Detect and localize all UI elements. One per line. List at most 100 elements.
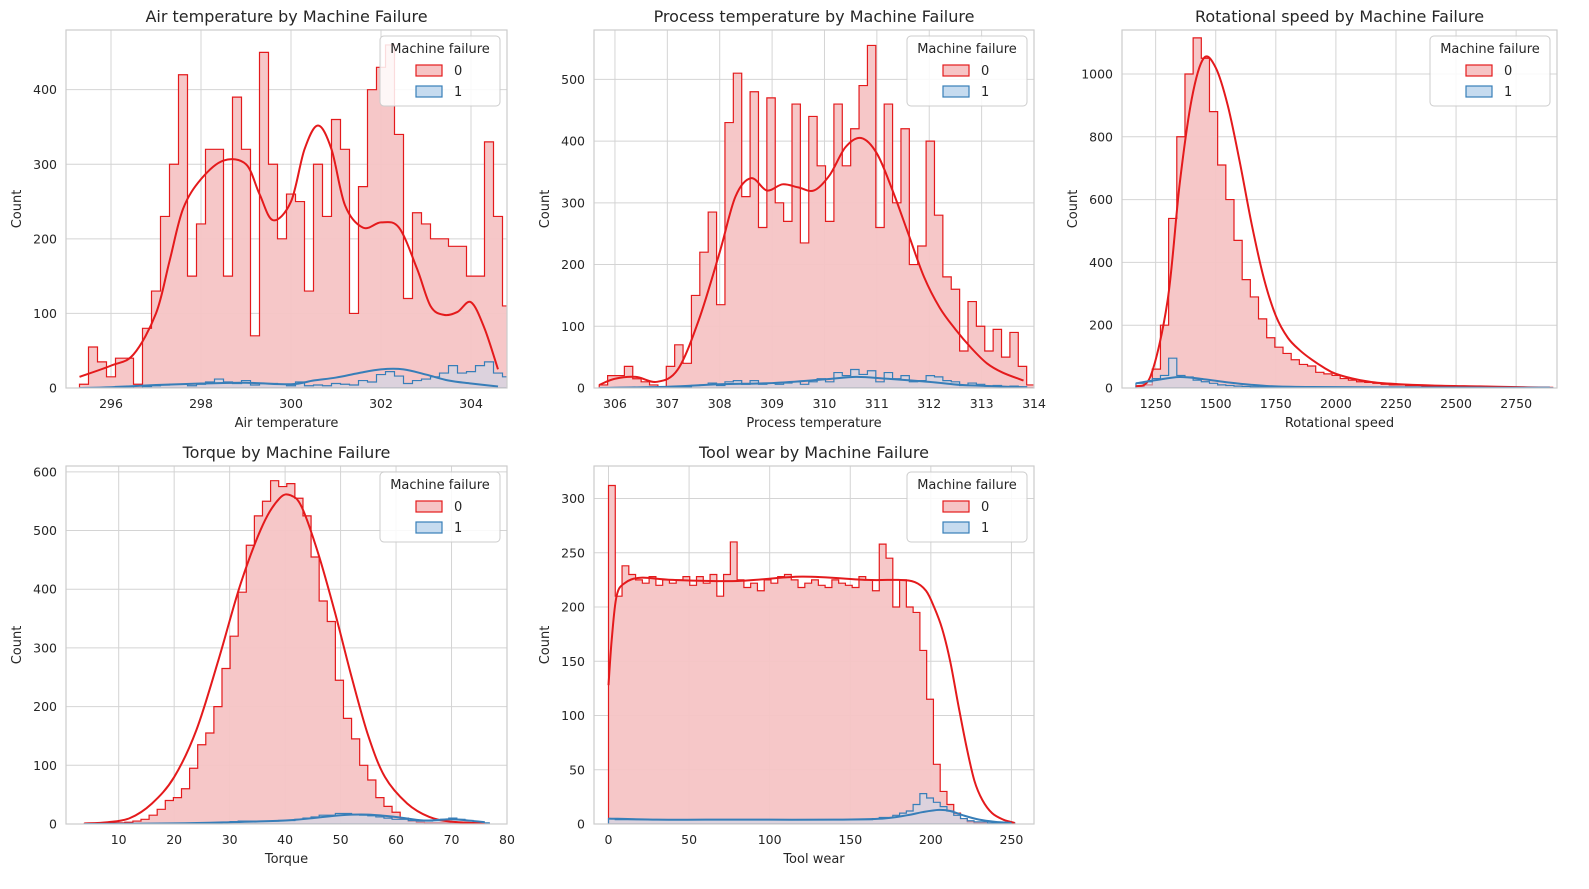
legend-label-class-0: 0 <box>454 500 462 515</box>
plot-area <box>607 484 1016 824</box>
legend-title: Machine failure <box>917 42 1017 57</box>
kde-curve-class-0 <box>79 124 499 378</box>
y-tick-label: 600 <box>1089 192 1113 207</box>
subplot-5: 0 50 100 150 200 250 0 50 100 150 200 250 300 Tool we… <box>538 443 1035 867</box>
x-tick-label: 2250 <box>1380 396 1412 411</box>
histogram-fill-class-0 <box>608 485 1015 824</box>
legend: Machine failure 0 1 <box>906 471 1028 543</box>
histogram-fill-class-0 <box>79 44 507 388</box>
legend-label-class-1: 1 <box>981 85 989 100</box>
legend-label-class-1: 1 <box>454 85 462 100</box>
y-tick-label: 300 <box>33 640 57 655</box>
legend-swatch-class-1 <box>942 85 970 98</box>
y-tick-label: 0 <box>1105 381 1113 396</box>
x-axis-label: Air temperature <box>235 416 339 431</box>
x-axis-label: Rotational speed <box>1285 416 1394 431</box>
y-tick-label: 200 <box>561 600 585 615</box>
x-tick-label: 310 <box>813 396 837 411</box>
y-tick-label: 100 <box>33 758 57 773</box>
x-tick-label: 50 <box>333 832 349 847</box>
y-tick-label: 300 <box>561 195 585 210</box>
x-tick-label: 302 <box>369 396 393 411</box>
x-axis-label: Tool wear <box>782 852 845 867</box>
x-tick-label: 20 <box>166 832 182 847</box>
y-tick-label: 150 <box>561 654 585 669</box>
axes-frame <box>593 29 1035 389</box>
y-tick-label: 300 <box>561 491 585 506</box>
x-tick-label: 1250 <box>1140 396 1172 411</box>
x-tick-label: 1750 <box>1260 396 1292 411</box>
x-tick-label: 80 <box>499 832 515 847</box>
histogram-fill-class-1 <box>1135 358 1553 388</box>
legend-label-class-1: 1 <box>1504 85 1512 100</box>
kde-curve-class-1 <box>599 375 1024 388</box>
legend-swatch-class-1 <box>1465 85 1493 98</box>
y-tick-label: 0 <box>577 817 585 832</box>
legend-swatch-class-1 <box>415 85 443 98</box>
y-axis-label: Count <box>538 626 553 665</box>
legend: Machine failure 0 1 <box>379 471 501 543</box>
x-tick-label: 250 <box>1000 832 1024 847</box>
kde-curve-class-0 <box>84 493 485 824</box>
x-tick-label: 50 <box>681 832 697 847</box>
legend-label-class-1: 1 <box>981 521 989 536</box>
x-tick-label: 1500 <box>1200 396 1232 411</box>
y-tick-label: 100 <box>33 306 57 321</box>
x-tick-label: 2500 <box>1440 396 1472 411</box>
y-tick-label: 200 <box>33 699 57 714</box>
x-tick-label: 70 <box>444 832 460 847</box>
legend: Machine failure 0 1 <box>906 35 1028 107</box>
x-tick-label: 304 <box>459 396 483 411</box>
subplot-3: 1250 1500 1750 2000 2250 2500 2750 0 200 400 600 80… <box>1066 7 1558 431</box>
x-tick-label: 200 <box>919 832 943 847</box>
histogram-fill-class-0 <box>599 45 1034 388</box>
x-tick-label: 30 <box>222 832 238 847</box>
x-tick-label: 0 <box>605 832 613 847</box>
x-axis-label: Torque <box>264 852 308 867</box>
axes-frame <box>65 29 508 389</box>
chart-title: Rotational speed by Machine Failure <box>1195 7 1484 26</box>
kde-curve-class-1 <box>84 813 485 824</box>
axes-frame <box>1121 29 1558 389</box>
histogram-fill-class-1 <box>79 361 507 388</box>
legend-swatch-class-0 <box>415 64 443 77</box>
y-tick-label: 250 <box>561 545 585 560</box>
chart-title: Torque by Machine Failure <box>182 443 391 462</box>
subplot-1: 296 298 300 302 304 0 100 200 300 400 Air temperat… <box>10 7 508 431</box>
x-tick-label: 312 <box>917 396 941 411</box>
y-tick-label: 400 <box>561 134 585 149</box>
x-tick-label: 298 <box>189 396 213 411</box>
legend-title: Machine failure <box>1440 42 1540 57</box>
plot-area <box>598 44 1034 388</box>
y-tick-label: 400 <box>33 82 57 97</box>
x-tick-label: 40 <box>277 832 293 847</box>
subplot-4: 10 20 30 40 50 60 70 800100200300400500600Torqu… <box>10 443 515 867</box>
histogram-fill-class-1 <box>599 369 1034 388</box>
histogram-fill-class-1 <box>608 793 1015 824</box>
axes-frame <box>65 465 508 825</box>
histogram-fill-class-0 <box>1135 37 1553 388</box>
y-tick-label: 0 <box>49 381 57 396</box>
legend-swatch-class-0 <box>415 500 443 513</box>
legend-label-class-0: 0 <box>454 64 462 79</box>
plot-area <box>78 44 507 388</box>
y-tick-label: 200 <box>33 231 57 246</box>
x-tick-label: 306 <box>603 396 627 411</box>
kde-curve-class-1 <box>608 808 1012 824</box>
subplot-2: 306 307 308 309 310 311 312 313 314 0 100 200 300 400… <box>538 7 1046 431</box>
histogram-outline-class-0 <box>78 44 507 388</box>
histogram-fill-class-1 <box>84 813 490 824</box>
legend-title: Machine failure <box>390 42 490 57</box>
y-tick-label: 200 <box>1089 318 1113 333</box>
y-tick-label: 300 <box>33 157 57 172</box>
kde-curve-class-0 <box>1135 55 1550 388</box>
x-tick-label: 307 <box>655 396 679 411</box>
legend-label-class-1: 1 <box>454 521 462 536</box>
legend: Machine failure 0 1 <box>1429 35 1551 107</box>
y-tick-label: 800 <box>1089 129 1113 144</box>
legend-swatch-class-0 <box>942 500 970 513</box>
legend-swatch-class-0 <box>942 64 970 77</box>
y-tick-label: 0 <box>49 817 57 832</box>
histogram-outline-class-0 <box>607 484 1016 824</box>
